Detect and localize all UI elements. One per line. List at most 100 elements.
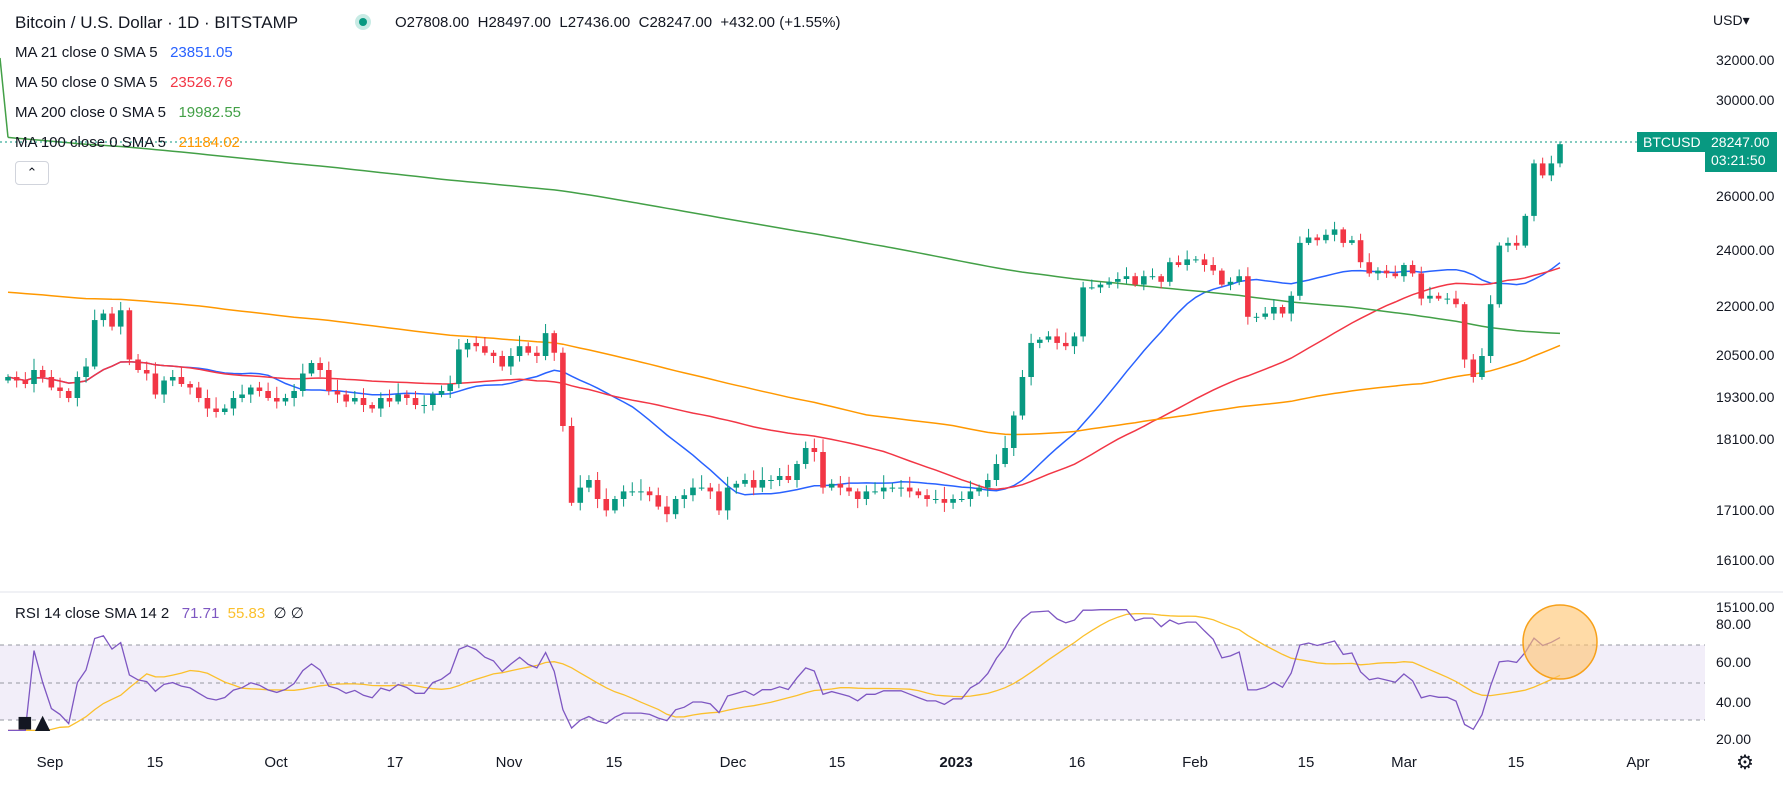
candle-body: [1045, 336, 1052, 340]
candle-body: [386, 398, 393, 402]
ma50-line: [7, 267, 1561, 491]
candle-body: [1062, 342, 1069, 347]
x-tick-label: Feb: [1182, 754, 1208, 771]
candle-body: [1383, 270, 1390, 274]
candle-body: [924, 495, 930, 499]
candle-body: [638, 491, 644, 493]
candle-body: [1444, 298, 1451, 300]
candle-body: [1453, 298, 1459, 305]
candle-body: [950, 499, 956, 503]
candle-body: [1496, 245, 1503, 305]
chevron-up-icon[interactable]: ⌃: [15, 161, 49, 185]
candle-body: [976, 487, 982, 492]
y-tick-label: 24000.00: [1716, 242, 1775, 258]
ma50-legend[interactable]: MA 50 close 0 SMA 5 23526.76: [15, 74, 233, 91]
candle-body: [456, 349, 462, 384]
candle-body: [1557, 144, 1563, 164]
candle-body: [1236, 276, 1242, 282]
ma100-legend[interactable]: MA 100 close 0 SMA 5 21184.02: [15, 134, 240, 151]
gear-icon[interactable]: ⚙: [1736, 752, 1754, 774]
candle-body: [1245, 276, 1251, 317]
x-tick-label: Nov: [495, 754, 523, 771]
candle-body: [48, 377, 55, 388]
y-tick-label: 15100.00: [1716, 599, 1775, 615]
candle-body: [872, 491, 878, 493]
candle-body: [1227, 281, 1234, 285]
candle-body: [993, 464, 1000, 480]
ma21-line: [7, 262, 1561, 496]
candle-body: [672, 499, 679, 515]
candle-body: [1548, 163, 1555, 176]
candle-body: [473, 342, 480, 347]
candle-body: [811, 448, 818, 452]
candle-body: [1461, 304, 1468, 360]
candle-body: [568, 426, 575, 503]
rsi-legend[interactable]: RSI 14 close SMA 14 2 71.71 55.83 ∅ ∅: [15, 605, 304, 622]
candle-body: [1080, 287, 1086, 337]
candle-body: [794, 464, 800, 480]
x-tick-label: 15: [146, 754, 164, 771]
candle-body: [1028, 342, 1034, 377]
y-tick-label: 19300.00: [1716, 389, 1775, 405]
candle-body: [1106, 281, 1112, 285]
x-tick-label: Oct: [264, 754, 288, 771]
candle-body: [395, 394, 401, 402]
candle-body: [195, 387, 202, 398]
ma200-legend[interactable]: MA 200 close 0 SMA 5 19982.55: [15, 104, 242, 121]
candle-body: [534, 352, 540, 356]
candle-body: [1288, 295, 1295, 314]
x-tick-label: Sep: [36, 754, 64, 771]
ma21-legend[interactable]: MA 21 close 0 SMA 5 23851.05: [15, 44, 233, 61]
candle-body: [412, 398, 419, 405]
candle-body: [109, 313, 115, 327]
candle-body: [941, 499, 948, 503]
x-tick-label: 2023: [939, 754, 973, 771]
candle-body: [482, 346, 488, 353]
candle-body: [1002, 448, 1008, 464]
candle-body: [187, 384, 193, 388]
rsi-tick-label: 40.00: [1716, 694, 1752, 710]
y-tick-label: 30000.00: [1716, 92, 1775, 108]
candle-body: [889, 487, 896, 489]
candle-body: [594, 480, 601, 499]
candle-body: [1479, 356, 1485, 377]
candle-body: [776, 476, 783, 480]
rsi-tick-label: 20.00: [1716, 731, 1752, 747]
candle-body: [499, 356, 506, 367]
candle-body: [1123, 276, 1130, 279]
candle-body: [750, 480, 757, 488]
tradingview-logo-icon[interactable]: ■▲: [17, 707, 55, 737]
rsi-zone: [0, 645, 1705, 720]
candle-body: [759, 480, 766, 488]
candle-body: [1036, 339, 1043, 343]
rsi-line: [8, 609, 1561, 732]
chart-title: Bitcoin / U.S. Dollar · 1D · BITSTAMP: [15, 13, 299, 32]
candle-body: [863, 491, 870, 499]
candle-body: [239, 394, 245, 398]
candle-body: [360, 398, 367, 405]
candle-body: [334, 391, 341, 395]
x-tick-label: 15: [828, 754, 846, 771]
candle-body: [1193, 259, 1199, 261]
candle-body: [213, 408, 219, 412]
candle-body: [421, 405, 427, 406]
candle-body: [828, 483, 835, 488]
candle-body: [1401, 265, 1407, 277]
candle-body: [646, 491, 653, 496]
candle-body: [707, 487, 714, 492]
candle-body: [586, 480, 592, 488]
currency-selector[interactable]: USD▾: [1713, 12, 1750, 28]
candle-body: [880, 487, 887, 492]
candle-body: [1487, 304, 1494, 356]
candle-body: [984, 480, 991, 488]
candle-body: [560, 352, 566, 426]
candle-body: [1522, 215, 1529, 246]
candle-body: [1019, 377, 1026, 416]
y-tick-label: 20500.00: [1716, 347, 1775, 363]
candle-body: [967, 491, 974, 499]
candle-body: [1279, 307, 1286, 314]
candle-body: [1505, 242, 1511, 246]
candle-body: [273, 398, 280, 402]
candle-body: [369, 405, 375, 409]
